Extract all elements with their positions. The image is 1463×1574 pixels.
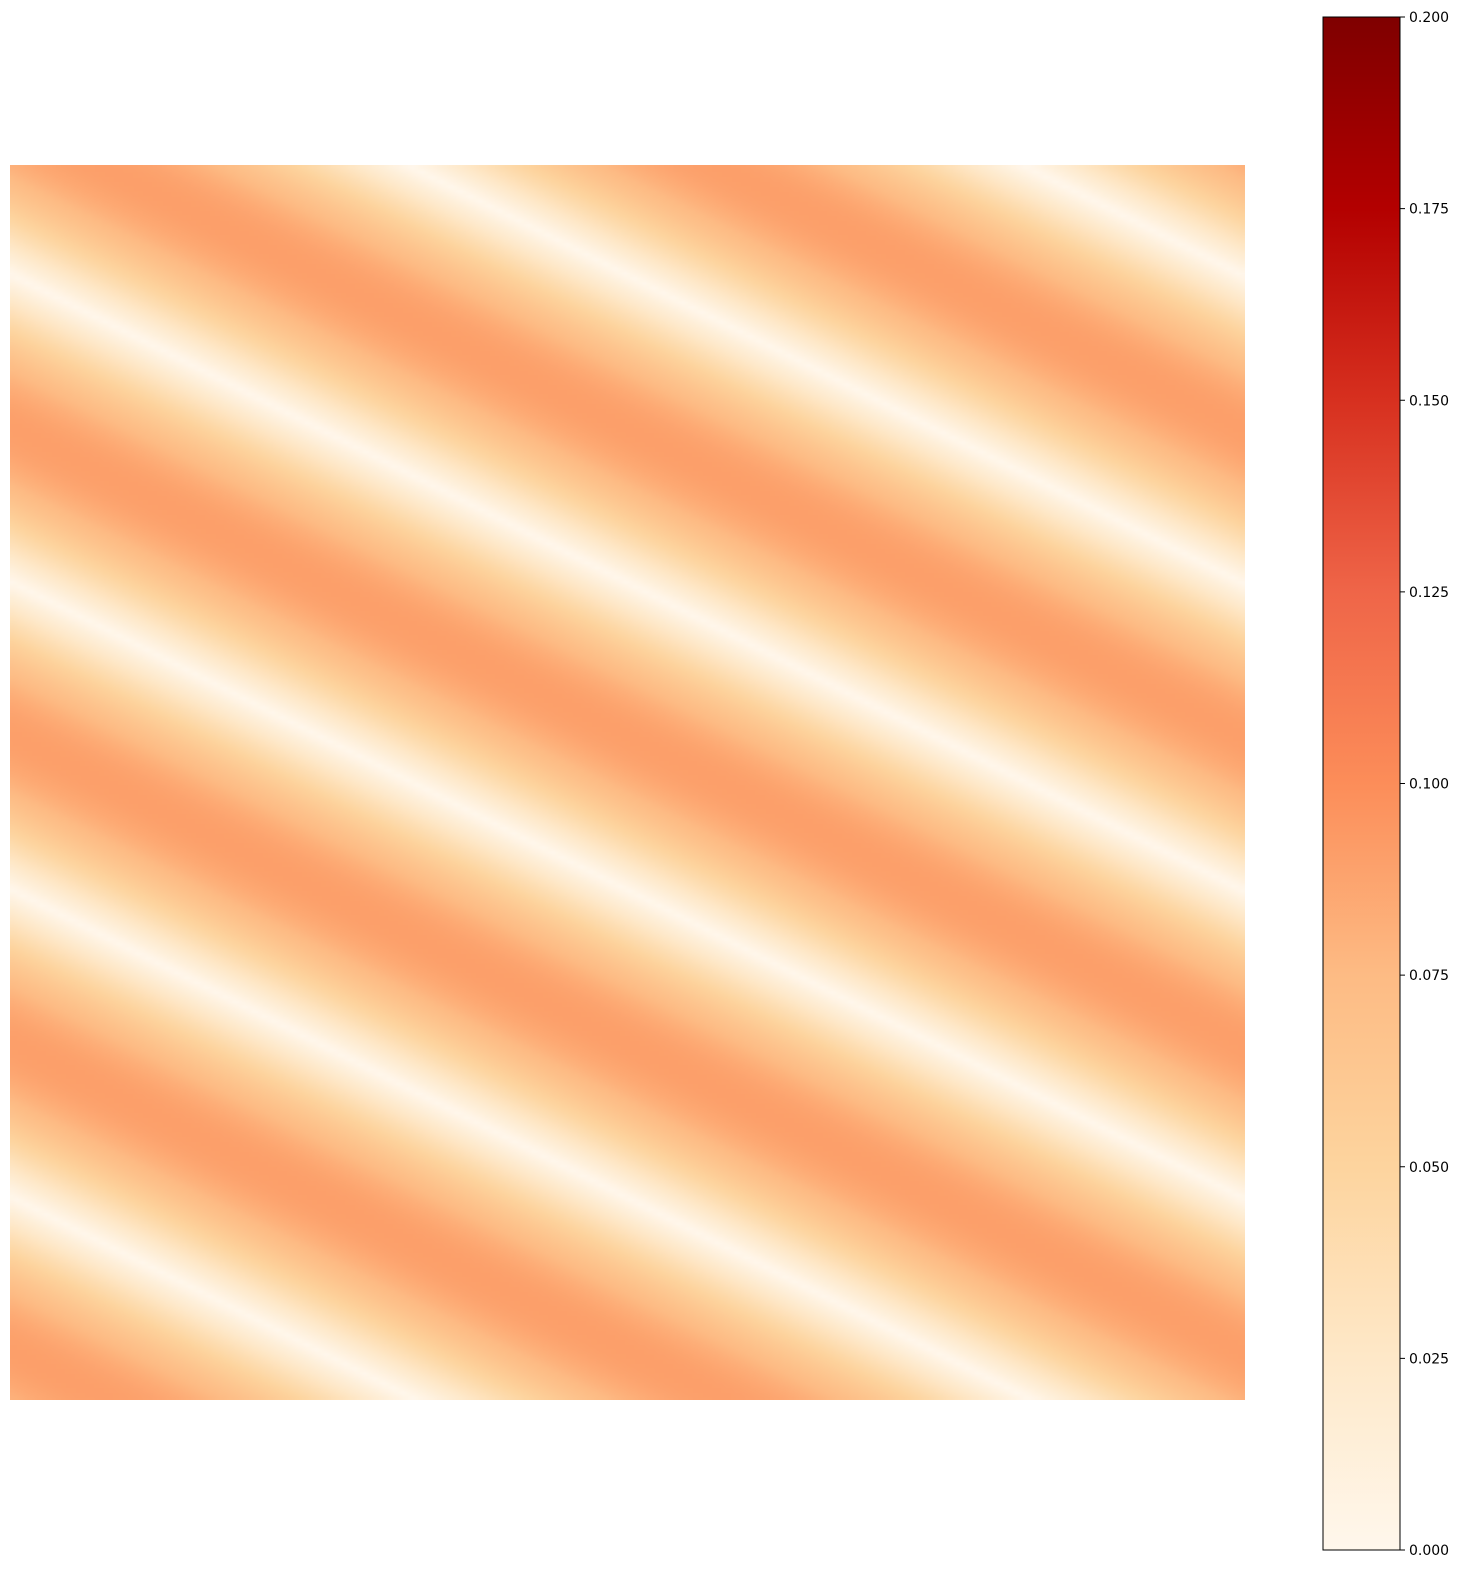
heatmap-plot-area [10,165,1245,1400]
colorbar: 0.000 0.025 0.050 0.075 0.100 0.125 0.150 0.175… [1322,10,1449,1559]
colorbar-ticks: 0.000 0.025 0.050 0.075 0.100 0.125 0.150 0.175… [1400,10,1449,1559]
colorbar-tick-label-8: 0.200 [1409,10,1449,26]
colorbar-tick-label-3: 0.075 [1409,968,1449,984]
colorbar-tick-label-1: 0.025 [1409,1351,1449,1367]
colorbar-tick-label-4: 0.100 [1409,777,1449,793]
colorbar-tick-label-5: 0.125 [1409,585,1449,601]
colorbar-tick-label-0: 0.000 [1409,1543,1449,1559]
colorbar-tick-label-2: 0.050 [1409,1160,1449,1176]
heatmap-image [10,165,1245,1400]
colorbar-gradient [1323,17,1400,1550]
colorbar-tick-label-7: 0.175 [1409,202,1449,218]
colorbar-tick-label-6: 0.150 [1409,393,1449,409]
